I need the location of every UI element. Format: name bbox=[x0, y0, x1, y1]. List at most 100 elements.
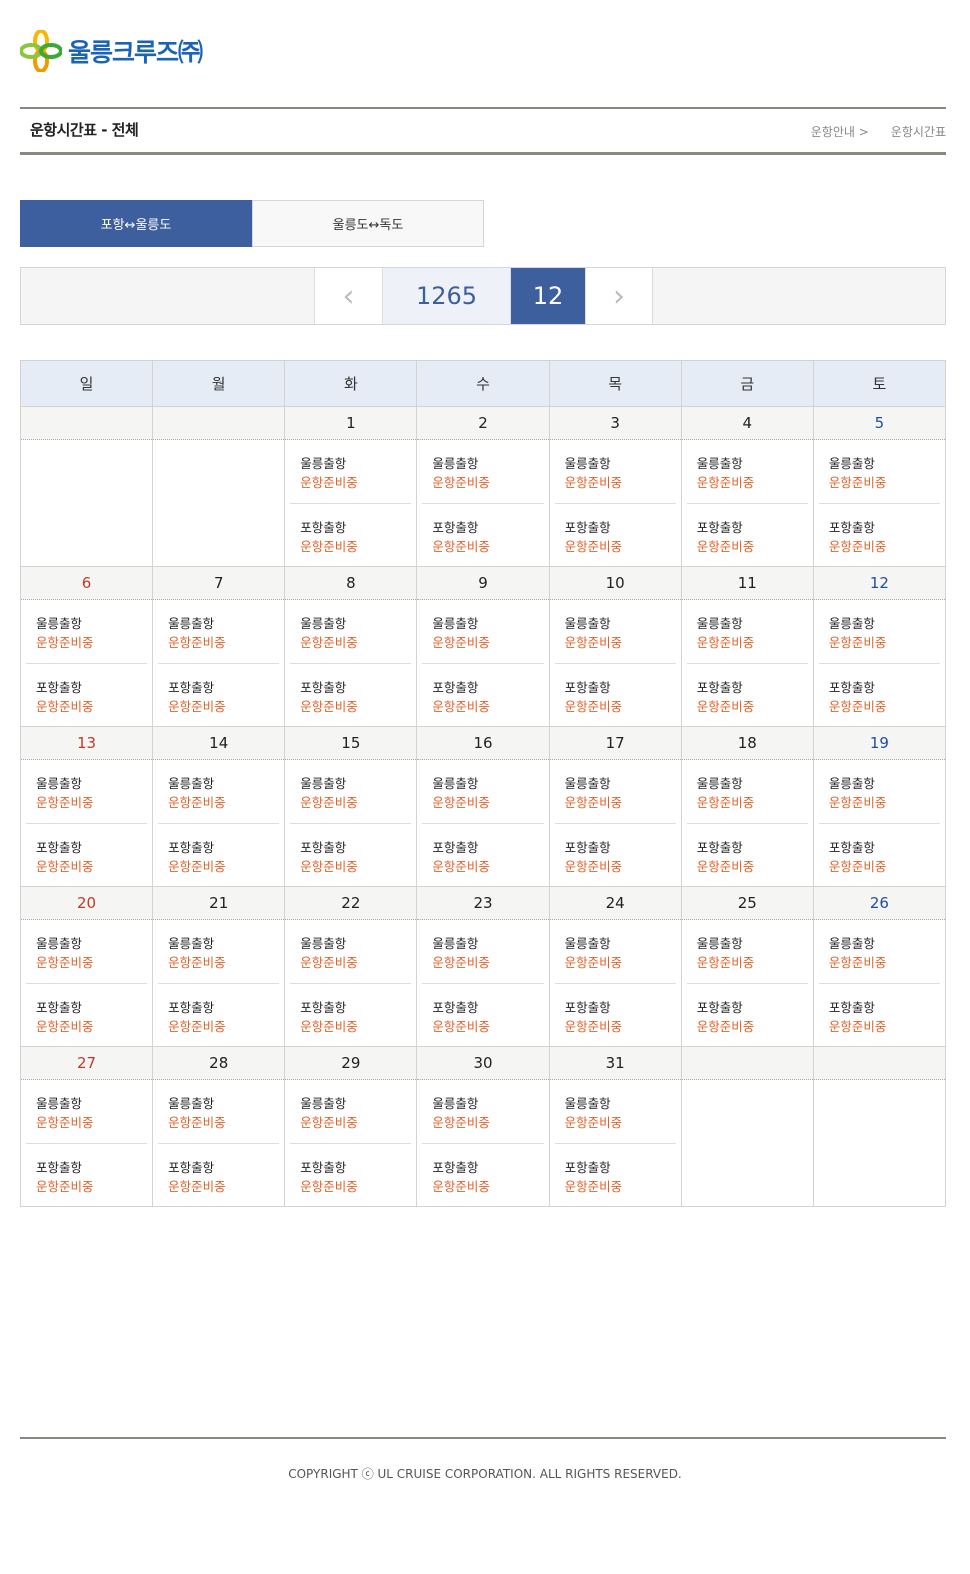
weekday-header: 수 bbox=[416, 360, 550, 407]
trip-entry[interactable]: 울릉출항 운항준비중 bbox=[26, 760, 147, 823]
next-month-button[interactable]: › bbox=[585, 268, 653, 324]
trip-entry[interactable]: 울릉출항 운항준비중 bbox=[687, 600, 808, 663]
tab-ulleungdo-dokdo[interactable]: 울릉도↔독도 bbox=[252, 200, 484, 247]
trip-entry[interactable]: 울릉출항 운항준비중 bbox=[819, 600, 940, 663]
trip-entry[interactable]: 포항출항 운항준비중 bbox=[290, 823, 412, 886]
trip-entry[interactable]: 울릉출항 운항준비중 bbox=[422, 1080, 543, 1143]
trip-status: 운항준비중 bbox=[432, 1179, 490, 1194]
trip-entry[interactable]: 울릉출항 운항준비중 bbox=[290, 760, 411, 823]
date-cell: 31 bbox=[548, 1046, 682, 1080]
trip-entry[interactable]: 포항출항 운항준비중 bbox=[422, 1143, 544, 1206]
tab-pohang-ulleungdo[interactable]: 포항↔울릉도 bbox=[20, 200, 252, 247]
trip-entry[interactable]: 울릉출항 운항준비중 bbox=[555, 760, 676, 823]
trip-status: 운항준비중 bbox=[564, 539, 623, 554]
breadcrumb-item[interactable]: 운항시간표 bbox=[890, 125, 946, 139]
copyright: COPYRIGHT ⓒ UL CRUISE CORPORATION. ALL R… bbox=[288, 1467, 682, 1481]
trip-route: 포항출항 bbox=[300, 520, 347, 535]
trip-entry[interactable]: 포항출항 운항준비중 bbox=[290, 1143, 412, 1206]
trip-entry[interactable]: 포항출항 운항준비중 bbox=[818, 503, 940, 566]
trip-entry[interactable]: 포항출항 운항준비중 bbox=[422, 503, 544, 566]
date-cell: 27 bbox=[19, 1046, 154, 1080]
trip-entry[interactable]: 포항출항 운항준비중 bbox=[26, 1143, 148, 1206]
trip-entry[interactable]: 울릉출항 운항준비중 bbox=[555, 440, 676, 503]
year-display: 1265 bbox=[382, 268, 510, 324]
trip-status: 운항준비중 bbox=[696, 859, 755, 874]
trip-entry[interactable]: 울릉출항 운항준비중 bbox=[422, 760, 543, 823]
trip-entry[interactable]: 울릉출항 운항준비중 bbox=[290, 600, 411, 663]
company-logo[interactable]: 울릉크루즈㈜ bbox=[20, 30, 203, 72]
trip-status: 운항준비중 bbox=[828, 475, 887, 490]
trip-route: 포항출항 bbox=[36, 840, 83, 855]
trip-entry[interactable]: 울릉출항 운항준비중 bbox=[819, 440, 940, 503]
trip-route: 포항출항 bbox=[168, 1160, 215, 1175]
trip-status: 운항준비중 bbox=[36, 1115, 94, 1130]
date-cell: 8 bbox=[284, 566, 418, 600]
trip-entry[interactable]: 포항출항 운항준비중 bbox=[818, 983, 940, 1046]
trip-entry[interactable]: 울릉출항 운항준비중 bbox=[687, 920, 808, 983]
trip-entry[interactable]: 울릉출항 운항준비중 bbox=[422, 600, 543, 663]
trip-status: 운항준비중 bbox=[36, 955, 94, 970]
trip-status: 운항준비중 bbox=[696, 955, 755, 970]
trip-entry[interactable]: 포항출항 운항준비중 bbox=[26, 983, 148, 1046]
trip-entry[interactable]: 울릉출항 운항준비중 bbox=[290, 920, 411, 983]
trip-entry[interactable]: 포항출항 운항준비중 bbox=[422, 983, 544, 1046]
trip-route: 포항출항 bbox=[564, 1160, 611, 1175]
trip-status: 운항준비중 bbox=[36, 1019, 94, 1034]
trip-status: 운항준비중 bbox=[564, 1179, 623, 1194]
trip-entry[interactable]: 울릉출항 운항준비중 bbox=[26, 1080, 147, 1143]
trip-entry[interactable]: 울릉출항 운항준비중 bbox=[819, 920, 940, 983]
trip-entry[interactable]: 포항출항 운항준비중 bbox=[818, 663, 940, 726]
trip-entry[interactable]: 포항출항 운항준비중 bbox=[554, 503, 676, 566]
trip-entry[interactable]: 울릉출항 운항준비중 bbox=[422, 440, 543, 503]
trip-entry[interactable]: 포항출항 운항준비중 bbox=[554, 823, 676, 886]
trip-entry[interactable]: 울릉출항 운항준비중 bbox=[158, 600, 279, 663]
trip-entry[interactable]: 울릉출항 운항준비중 bbox=[687, 760, 808, 823]
trip-entry[interactable]: 포항출항 운항준비중 bbox=[686, 823, 808, 886]
trip-entry[interactable]: 포항출항 운항준비중 bbox=[422, 823, 544, 886]
trip-entry[interactable]: 포항출항 운항준비중 bbox=[686, 983, 808, 1046]
trip-entry[interactable]: 포항출항 운항준비중 bbox=[554, 663, 676, 726]
trip-entry[interactable]: 포항출항 운항준비중 bbox=[158, 983, 280, 1046]
trip-entry[interactable]: 울릉출항 운항준비중 bbox=[26, 600, 147, 663]
trip-entry[interactable]: 포항출항 운항준비중 bbox=[290, 503, 412, 566]
trip-entry[interactable]: 울릉출항 운항준비중 bbox=[290, 1080, 411, 1143]
trip-entry[interactable]: 포항출항 운항준비중 bbox=[290, 983, 412, 1046]
trip-entry[interactable]: 포항출항 운항준비중 bbox=[158, 1143, 280, 1206]
trip-entry[interactable]: 울릉출항 운항준비중 bbox=[819, 760, 940, 823]
trip-status: 운항준비중 bbox=[564, 475, 623, 490]
trip-status: 운항준비중 bbox=[168, 795, 226, 810]
trip-entry[interactable]: 포항출항 운항준비중 bbox=[158, 823, 280, 886]
trip-entry[interactable]: 울릉출항 운항준비중 bbox=[422, 920, 543, 983]
date-cell: 17 bbox=[548, 726, 682, 760]
trip-entry[interactable]: 울릉출항 운항준비중 bbox=[555, 1080, 676, 1143]
day-schedule-cell: 울릉출항 운항준비중 포항출항 운항준비중 bbox=[548, 759, 682, 887]
date-cell bbox=[812, 1046, 947, 1080]
trip-entry[interactable]: 포항출항 운항준비중 bbox=[686, 503, 808, 566]
trip-entry[interactable]: 울릉출항 운항준비중 bbox=[158, 920, 279, 983]
trip-entry[interactable]: 포항출항 운항준비중 bbox=[554, 983, 676, 1046]
trip-entry[interactable]: 울릉출항 운항준비중 bbox=[555, 600, 676, 663]
trip-entry[interactable]: 포항출항 운항준비중 bbox=[818, 823, 940, 886]
trip-entry[interactable]: 포항출항 운항준비중 bbox=[26, 823, 148, 886]
trip-route: 울릉출항 bbox=[36, 936, 83, 951]
trip-entry[interactable]: 울릉출항 운항준비중 bbox=[158, 760, 279, 823]
trip-route: 울릉출항 bbox=[828, 936, 875, 951]
date-cell: 3 bbox=[548, 406, 682, 440]
trip-entry[interactable]: 포항출항 운항준비중 bbox=[290, 663, 412, 726]
trip-entry[interactable]: 울릉출항 운항준비중 bbox=[290, 440, 411, 503]
trip-entry[interactable]: 포항출항 운항준비중 bbox=[158, 663, 280, 726]
trip-entry[interactable]: 포항출항 운항준비중 bbox=[422, 663, 544, 726]
trip-entry[interactable]: 포항출항 운항준비중 bbox=[686, 663, 808, 726]
prev-month-button[interactable]: ‹ bbox=[314, 268, 382, 324]
trip-entry[interactable]: 포항출항 운항준비중 bbox=[26, 663, 148, 726]
date-cell: 11 bbox=[680, 566, 814, 600]
trip-entry[interactable]: 울릉출항 운항준비중 bbox=[158, 1080, 279, 1143]
trip-route: 포항출항 bbox=[300, 1160, 347, 1175]
trip-entry[interactable]: 울릉출항 운항준비중 bbox=[555, 920, 676, 983]
trip-route: 울릉출항 bbox=[168, 1096, 215, 1111]
breadcrumb-item[interactable]: 운항안내 > bbox=[810, 125, 869, 139]
trip-entry[interactable]: 울릉출항 운항준비중 bbox=[687, 440, 808, 503]
day-schedule-cell: 울릉출항 운항준비중 포항출항 운항준비중 bbox=[680, 759, 814, 887]
